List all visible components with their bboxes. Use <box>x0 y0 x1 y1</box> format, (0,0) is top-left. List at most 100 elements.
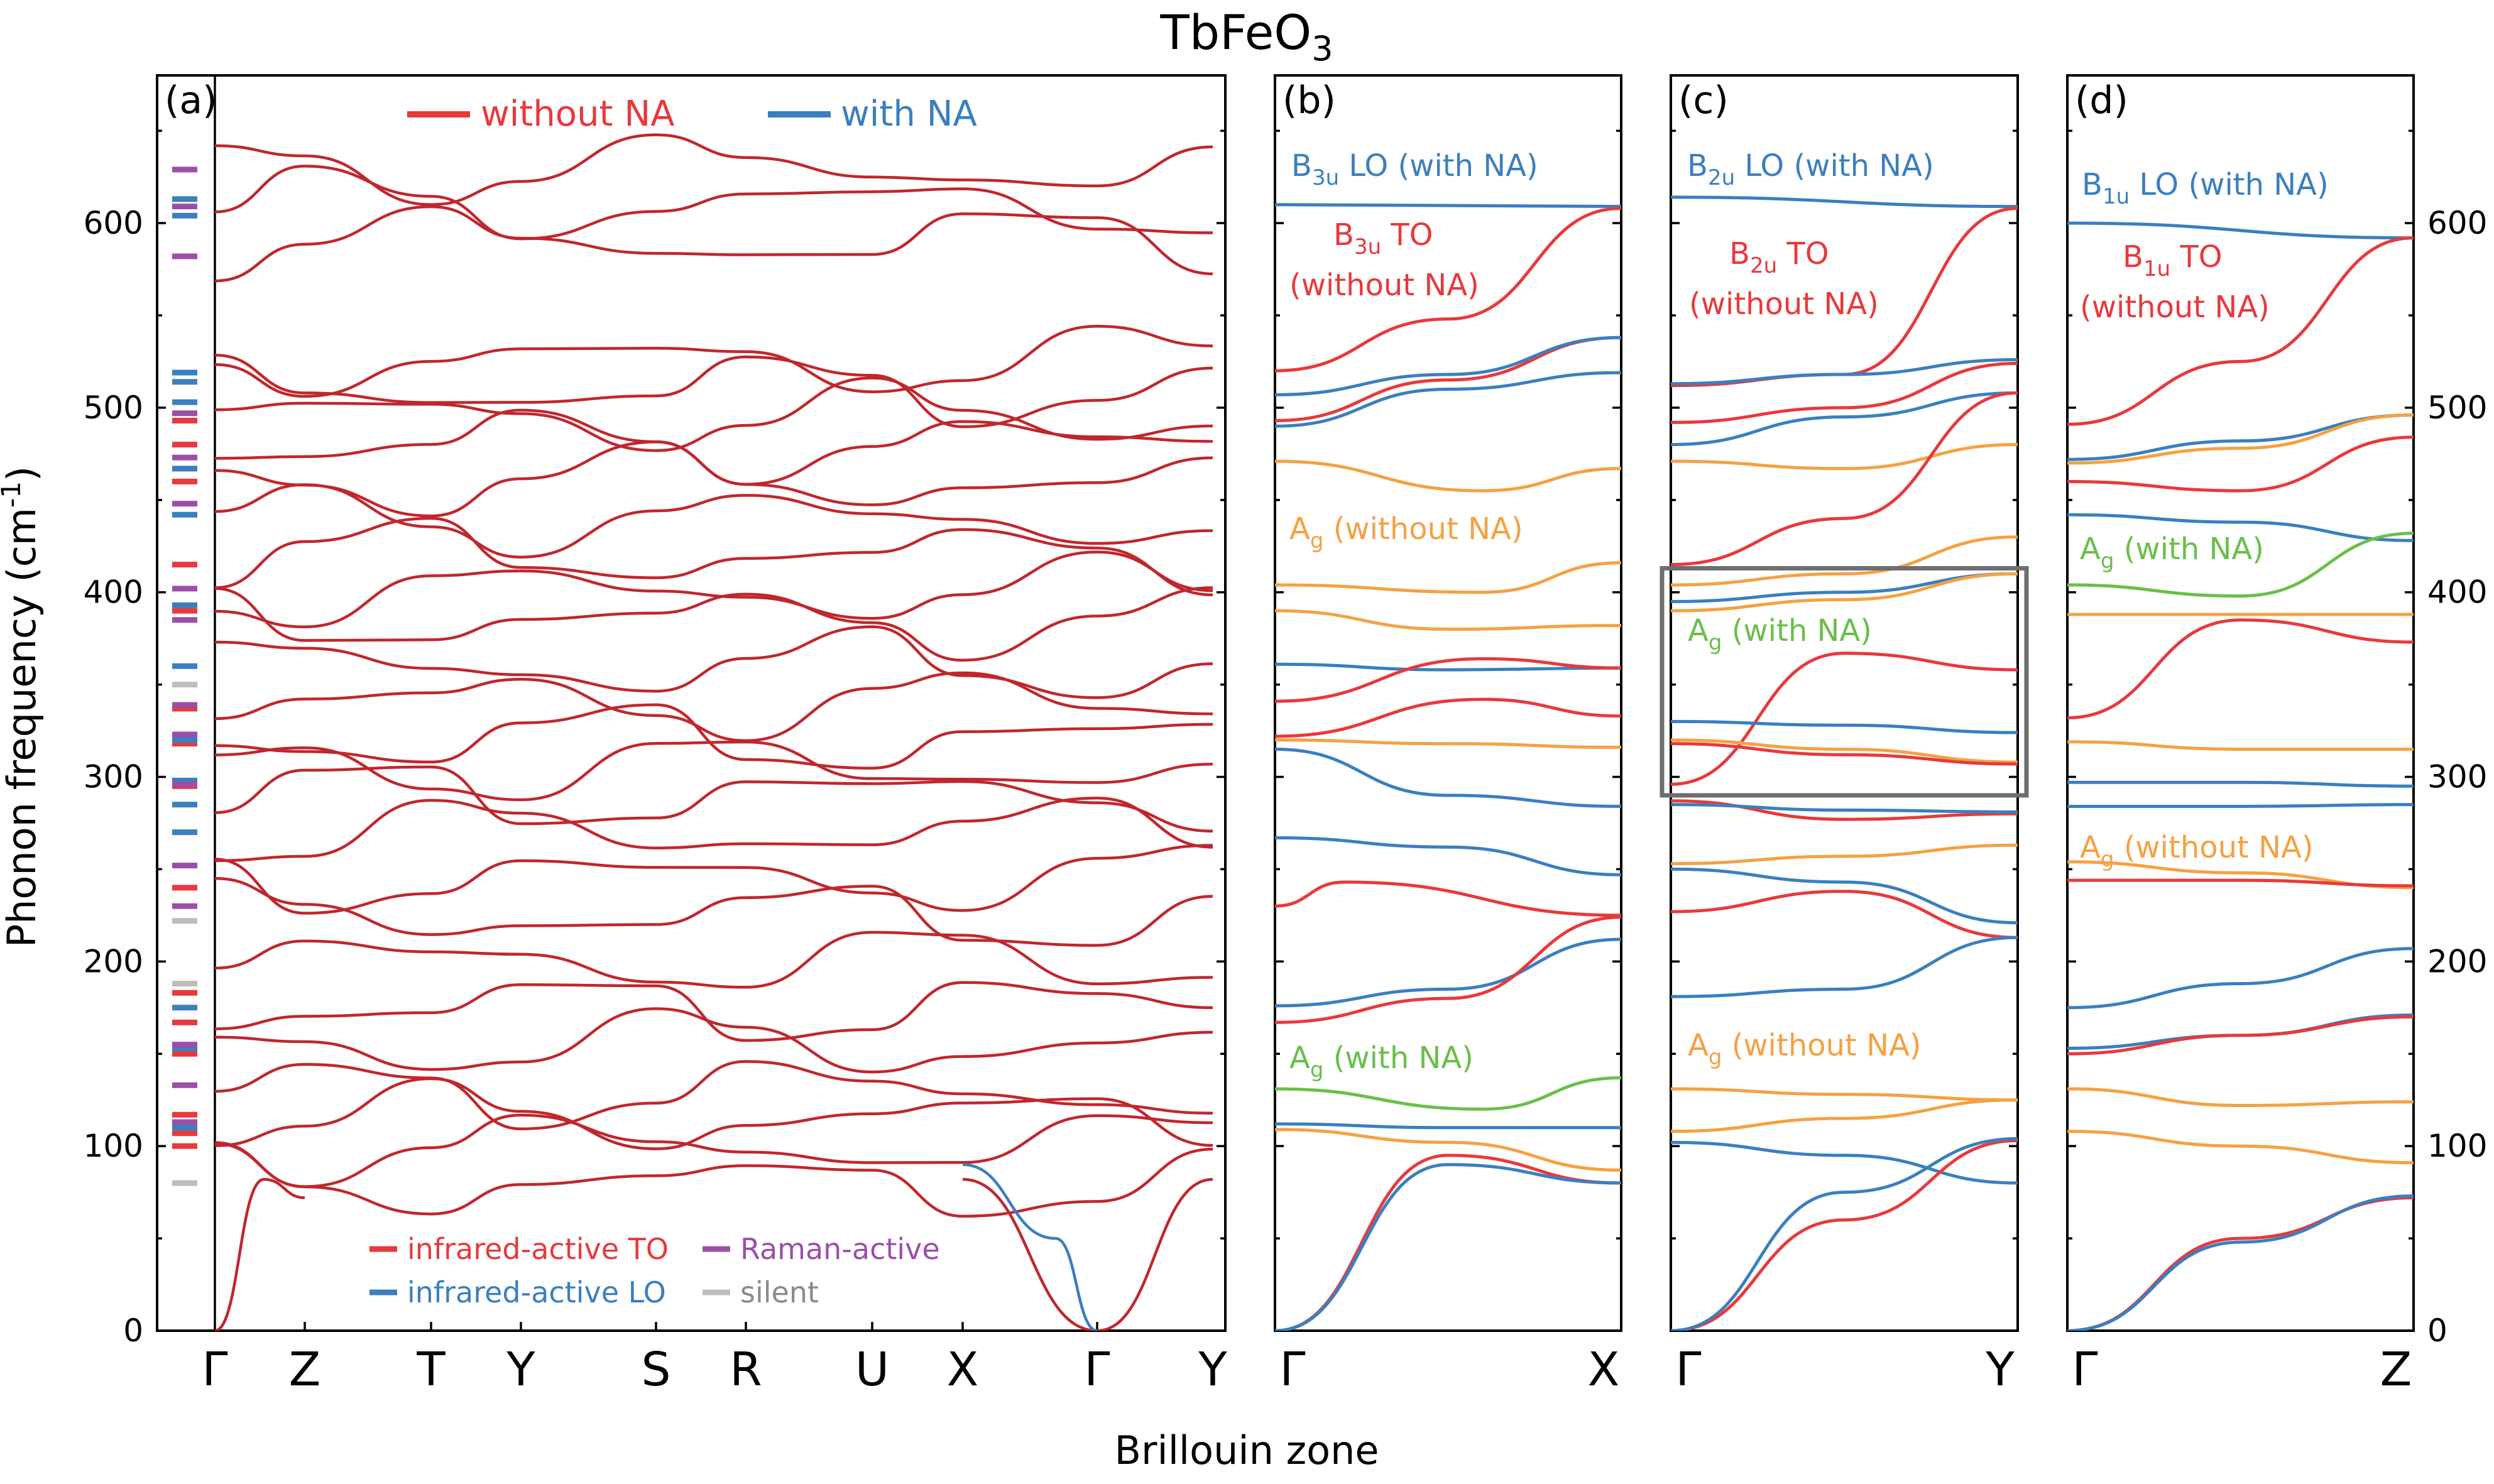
k-point-label: Γ <box>202 1343 227 1397</box>
panel-b-frame <box>1274 74 1622 1332</box>
band-line <box>1671 572 2018 603</box>
legend-raman-label: Raman-active <box>740 1232 940 1266</box>
annotation-label: Ag (without NA) <box>1289 511 1523 554</box>
band-line <box>1671 719 2018 734</box>
band-line <box>215 796 1213 863</box>
band-line <box>215 625 1213 699</box>
band-line <box>1275 336 1621 422</box>
band-line <box>2067 1196 2414 1331</box>
y-tick-label: 100 <box>2427 1128 2487 1164</box>
band-line <box>215 1077 1213 1150</box>
band-line <box>1275 662 1621 672</box>
band-line <box>1275 748 1621 808</box>
k-point-label: Y <box>1198 1343 1227 1397</box>
band-line <box>1671 867 2018 925</box>
panel-a: (a) 0 100 200 300 400 500 600 Γ Z T Y S R U X Γ Ywithout … <box>84 74 1227 1397</box>
band-line <box>215 703 1213 770</box>
annotation-label: (without NA) <box>1289 268 1479 303</box>
band-line <box>1275 937 1621 1008</box>
annotation-label: Ag (without NA) <box>2080 830 2314 872</box>
band-line <box>1275 561 1621 594</box>
annotation-label: Ag (with NA) <box>1289 1040 1474 1083</box>
band-line <box>215 325 1213 398</box>
band-line <box>1671 391 2018 447</box>
band-line <box>1671 1138 2018 1331</box>
band-line <box>215 876 1213 947</box>
band-line <box>1671 391 2018 567</box>
band-line <box>1275 1163 1621 1331</box>
band-line <box>1671 738 2018 764</box>
band-line <box>1671 1098 2018 1133</box>
band-line <box>215 586 1213 662</box>
band-line <box>2067 1015 2414 1056</box>
band-line <box>2067 878 2414 888</box>
annotation-label: (without NA) <box>1689 286 1879 322</box>
y-tick-label: 0 <box>123 1312 143 1349</box>
band-line <box>2067 236 2414 426</box>
y-tick-label: 0 <box>2427 1312 2448 1349</box>
band-line <box>215 376 1213 452</box>
k-point-label: Γ <box>1675 1343 1701 1397</box>
band-line <box>1671 443 2018 471</box>
k-point-label: Z <box>289 1343 321 1397</box>
band-line <box>215 1007 1213 1074</box>
highlight-box <box>1660 566 2029 798</box>
panel-d-label: (d) <box>2075 79 2128 123</box>
band-line <box>1275 336 1621 396</box>
k-point-label: Γ <box>2072 1343 2097 1397</box>
x-axis-label: Brillouin zone <box>1114 1427 1379 1473</box>
panel-a-bands <box>215 133 1213 1331</box>
y-tick-label: 500 <box>2427 390 2487 426</box>
y-tick-label: 300 <box>84 759 143 795</box>
band-line <box>215 930 1213 989</box>
y-tick-label: 500 <box>84 390 143 426</box>
band-line <box>1275 738 1621 749</box>
band-line <box>1671 358 2018 386</box>
annotation-label: Ag (with NA) <box>2080 532 2264 574</box>
panel-a-frame <box>156 74 1227 1332</box>
band-line <box>1275 203 1621 209</box>
legend-without-na-label: without NA <box>481 94 675 134</box>
panel-d-frame <box>2066 74 2415 1332</box>
band-line <box>1275 836 1621 876</box>
band-line <box>215 408 1213 486</box>
band-line <box>215 550 1213 629</box>
band-line <box>215 740 1213 802</box>
band-line <box>2067 413 2414 465</box>
panel-c-label: (c) <box>1678 79 1729 123</box>
k-point-label: S <box>642 1343 671 1397</box>
band-line <box>2067 780 2414 788</box>
band-line <box>1671 890 2018 939</box>
band-line <box>1275 1076 1621 1111</box>
chart-title: TbFeO3 <box>1159 4 1333 68</box>
k-point-label: T <box>416 1343 446 1397</box>
band-line <box>215 205 1213 283</box>
band-line <box>215 354 1213 428</box>
acoustic-branch <box>215 1177 305 1331</box>
panel-c: (c) Γ Y B2u LO (with NA) B2u TO (without NA) A… <box>1660 74 2029 1397</box>
band-line <box>1671 1087 2018 1102</box>
band-line <box>1671 843 2018 866</box>
band-line <box>2067 435 2414 493</box>
band-line <box>1275 657 1621 703</box>
y-tick-label: 400 <box>84 574 143 611</box>
legend-ir-to-label: infrared-active TO <box>407 1232 669 1266</box>
legend-ir-lo-label: infrared-active LO <box>407 1275 666 1309</box>
y-tick-label: 100 <box>84 1128 143 1164</box>
band-line <box>1671 803 2018 814</box>
band-line <box>215 765 1213 833</box>
k-point-label: R <box>730 1343 762 1397</box>
y-tick-label: 600 <box>84 205 143 241</box>
panel-b: (b) Γ X B3u LO (with NA) B3u TO (without NA) A… <box>1274 74 1622 1397</box>
y-tick-label: 200 <box>2427 943 2487 979</box>
band-line <box>1671 742 2018 766</box>
legend-silent-label: silent <box>740 1275 819 1309</box>
band-line <box>215 483 1213 559</box>
k-point-label: Y <box>506 1343 535 1397</box>
band-line <box>2067 513 2414 542</box>
band-line <box>2067 618 2414 719</box>
panel-d-bands <box>2067 221 2414 1331</box>
band-line <box>1275 697 1621 738</box>
annotation-label: B1u TO <box>2123 239 2222 281</box>
